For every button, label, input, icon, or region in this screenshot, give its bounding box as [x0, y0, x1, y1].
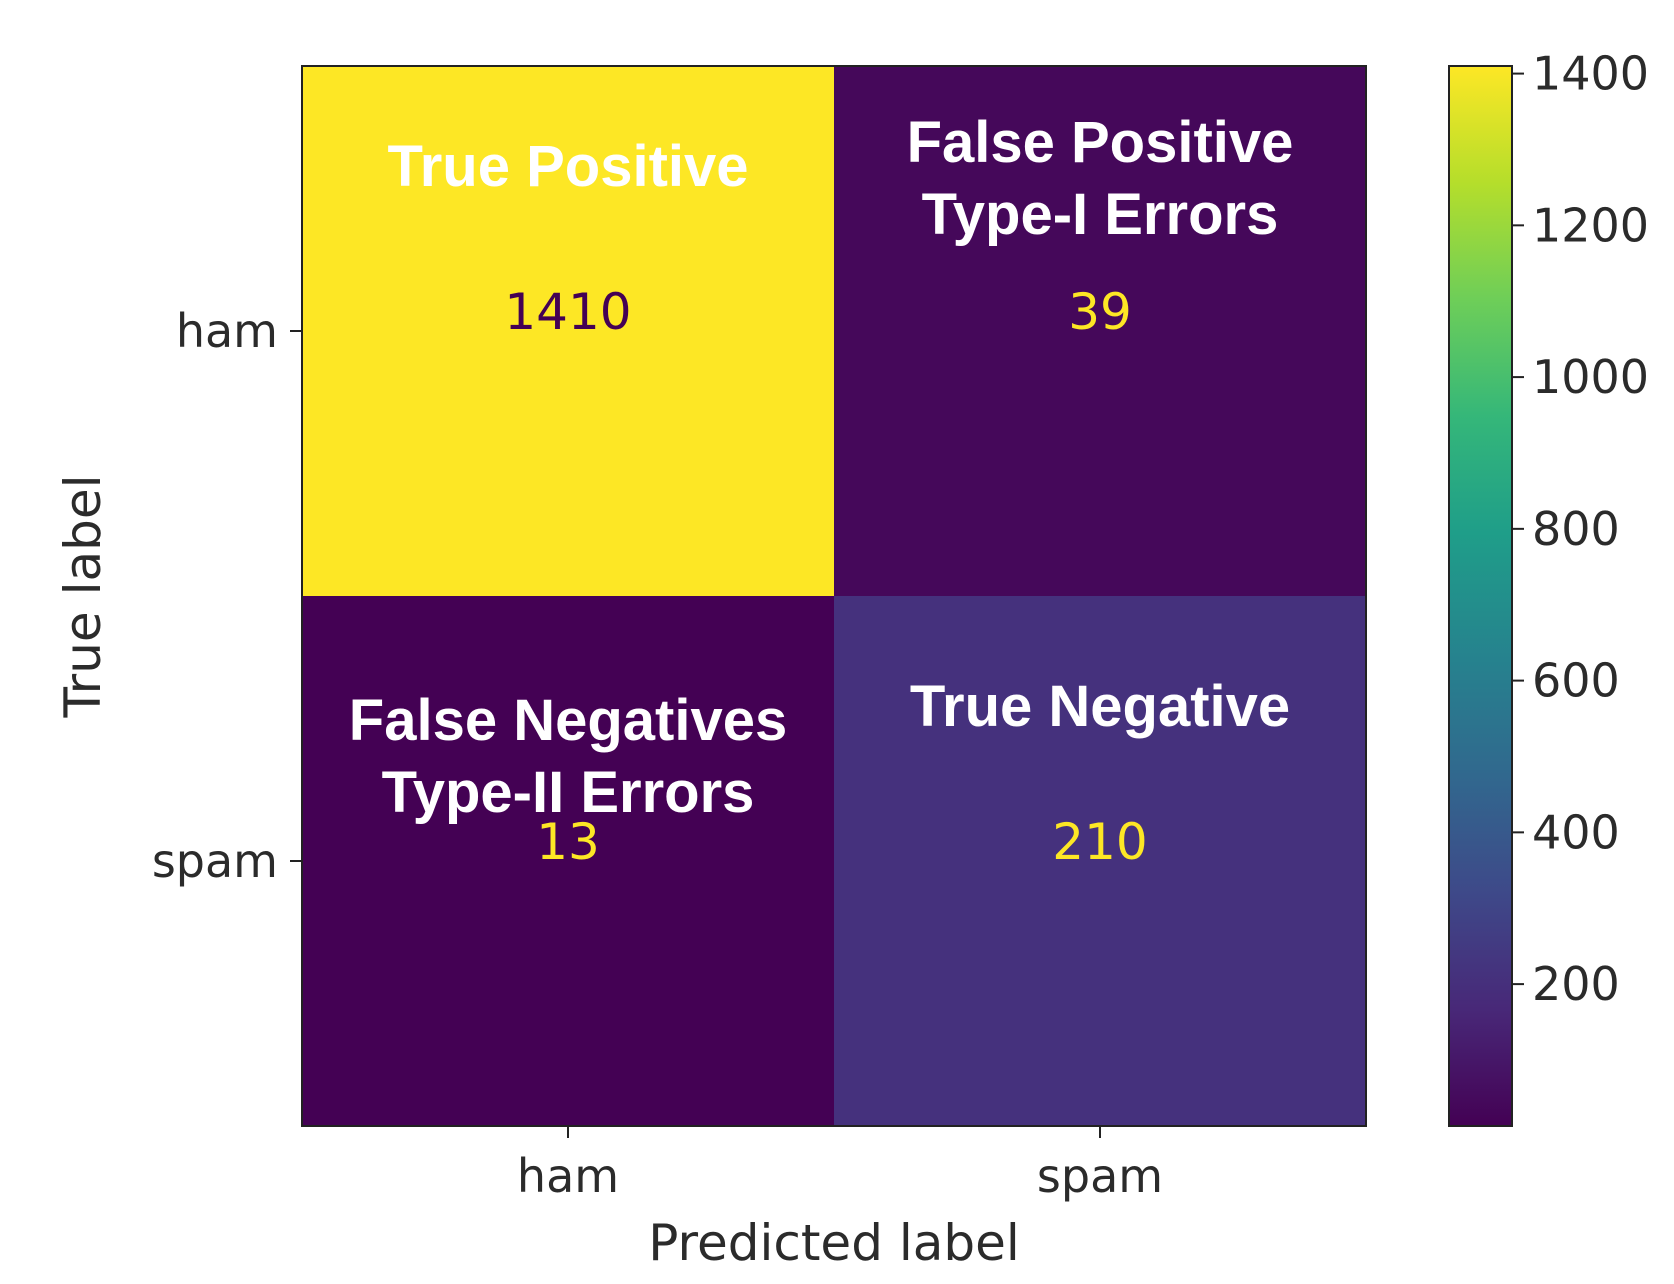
x-tick-label: ham [517, 1149, 619, 1203]
cell-value-label: 1410 [504, 283, 631, 341]
heatmap-cell [834, 596, 1366, 1126]
cell-annotation: True Positive [387, 134, 748, 199]
heatmap-cell [302, 596, 834, 1126]
colorbar: 200 400 600 800 1000 1200 1400 [1448, 47, 1649, 1127]
colorbar-tick-label: 600 [1532, 654, 1620, 708]
cell-value-label: 210 [1052, 813, 1147, 871]
x-axis-title: Predicted label [648, 1214, 1020, 1272]
heatmap-cell [302, 66, 834, 596]
cell-value-label: 13 [536, 813, 600, 871]
axis-ticks: ham spam ham spam [152, 304, 1163, 1203]
colorbar-tick-label: 800 [1532, 502, 1620, 556]
plot-frame [301, 65, 1367, 1127]
colorbar-gradient [1448, 65, 1513, 1127]
heatmap-cells: 1410 39 13 210 True Positive False Positive Ty… [302, 66, 1366, 1126]
colorbar-tick-label: 1400 [1532, 47, 1649, 101]
cell-annotation: Type-I Errors [922, 182, 1279, 247]
colorbar-tick-label: 1200 [1532, 198, 1649, 252]
y-tick-label: ham [176, 304, 278, 358]
cell-annotation: False Positive [907, 110, 1294, 175]
y-axis-title: True label [54, 474, 112, 718]
colorbar-tick-label: 200 [1532, 957, 1620, 1011]
y-tick-label: spam [152, 834, 278, 888]
cell-value-label: 39 [1068, 283, 1132, 341]
cell-annotation: Type-II Errors [382, 760, 755, 825]
heatmap-cell [834, 66, 1366, 596]
colorbar-tick-label: 400 [1532, 805, 1620, 859]
x-tick-label: spam [1037, 1149, 1163, 1203]
cell-annotation: True Negative [910, 674, 1290, 739]
colorbar-tick-label: 1000 [1532, 350, 1649, 404]
cell-annotation: False Negatives [349, 688, 787, 753]
